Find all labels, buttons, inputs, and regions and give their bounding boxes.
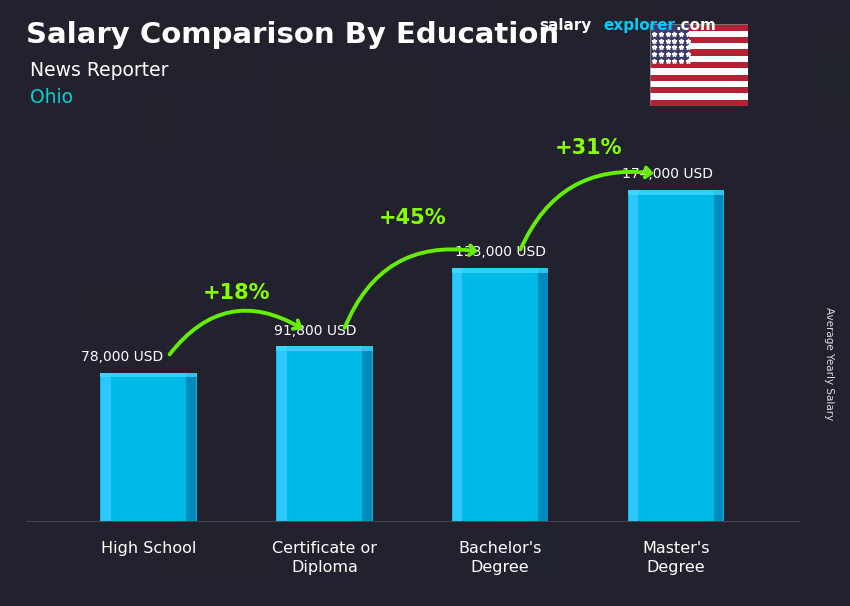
Text: News Reporter: News Reporter bbox=[30, 61, 168, 79]
Bar bbox=[100, 373, 197, 378]
Text: +45%: +45% bbox=[378, 208, 446, 228]
Text: explorer: explorer bbox=[604, 18, 676, 33]
Bar bbox=[650, 100, 748, 106]
Text: .com: .com bbox=[676, 18, 717, 33]
Bar bbox=[650, 62, 748, 68]
Bar bbox=[650, 56, 748, 62]
Bar bbox=[276, 346, 372, 351]
Bar bbox=[538, 268, 547, 521]
Bar bbox=[277, 346, 286, 521]
Bar bbox=[627, 190, 724, 521]
Text: 78,000 USD: 78,000 USD bbox=[81, 350, 163, 364]
Text: 133,000 USD: 133,000 USD bbox=[455, 245, 546, 259]
Bar bbox=[714, 190, 723, 521]
Bar bbox=[650, 93, 748, 100]
Bar bbox=[628, 190, 638, 521]
Bar bbox=[452, 268, 548, 273]
Bar bbox=[650, 24, 689, 62]
Bar bbox=[650, 37, 748, 43]
Bar bbox=[276, 346, 372, 521]
Bar bbox=[650, 81, 748, 87]
Text: 174,000 USD: 174,000 USD bbox=[621, 167, 712, 181]
Bar bbox=[650, 75, 748, 81]
Bar bbox=[186, 373, 196, 521]
Bar bbox=[650, 30, 748, 37]
Bar bbox=[650, 43, 748, 50]
Text: 91,800 USD: 91,800 USD bbox=[275, 324, 357, 338]
Bar bbox=[650, 68, 748, 75]
Bar bbox=[650, 24, 748, 30]
Text: Ohio: Ohio bbox=[30, 88, 73, 107]
Bar bbox=[101, 373, 110, 521]
Text: Average Yearly Salary: Average Yearly Salary bbox=[824, 307, 834, 420]
Bar bbox=[650, 50, 748, 56]
Text: +18%: +18% bbox=[202, 282, 270, 302]
Text: +31%: +31% bbox=[554, 138, 622, 158]
Bar bbox=[452, 268, 548, 521]
Bar bbox=[453, 268, 462, 521]
Bar bbox=[627, 190, 724, 195]
Bar bbox=[362, 346, 371, 521]
Bar bbox=[650, 87, 748, 93]
Text: salary: salary bbox=[540, 18, 592, 33]
Bar bbox=[100, 373, 197, 521]
Text: Salary Comparison By Education: Salary Comparison By Education bbox=[26, 21, 558, 49]
